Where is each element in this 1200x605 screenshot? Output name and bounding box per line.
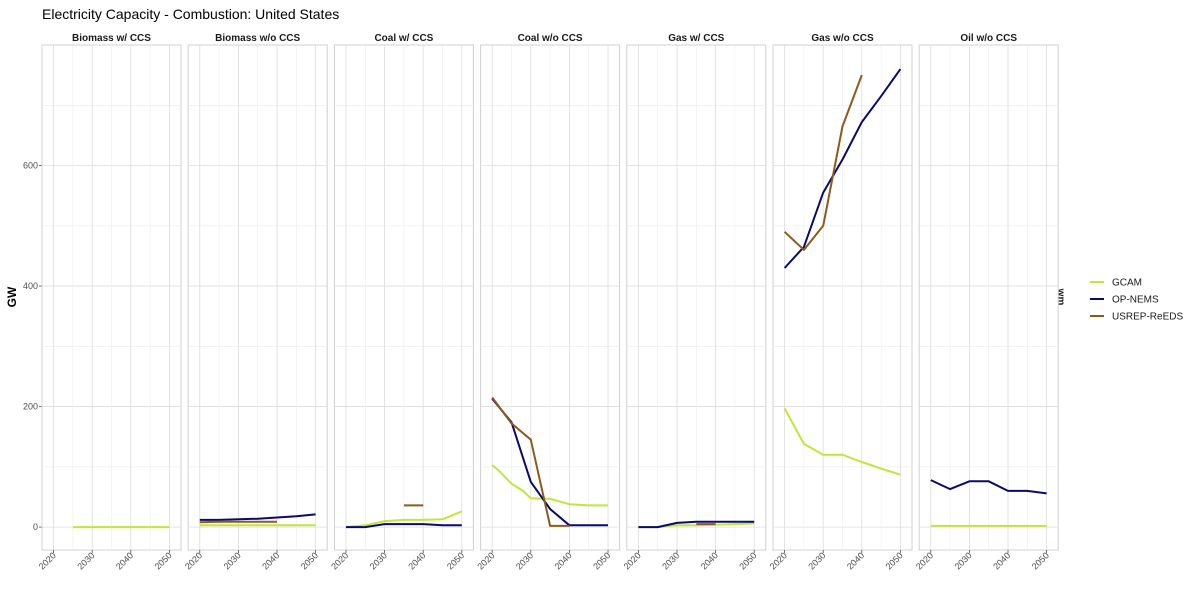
x-tick-label: 2030 xyxy=(953,550,974,571)
x-tick-label: 2020 xyxy=(622,550,643,571)
legend: GCAM OP-NEMS USREP-ReEDS xyxy=(1090,278,1183,323)
x-tick-label: 2050 xyxy=(299,550,320,571)
legend-label: GCAM xyxy=(1112,278,1142,289)
series-line-usrep-reeds xyxy=(491,396,570,527)
x-tick-label: 2020 xyxy=(475,550,496,571)
facet-strip-label: Gas w/ CCS xyxy=(668,33,724,44)
facet-strip-label: Biomass w/o CCS xyxy=(215,33,300,44)
y-axis-title: GW xyxy=(5,286,19,307)
y-tick-label: 400 xyxy=(23,281,38,291)
x-tick-label: 2050 xyxy=(1030,550,1051,571)
x-tick-label: 2030 xyxy=(75,550,96,571)
x-tick-label: 2040 xyxy=(260,550,281,571)
x-tick-label: 2040 xyxy=(991,550,1012,571)
x-tick-label: 2040 xyxy=(553,550,574,571)
chart-title: Electricity Capacity - Combustion: Unite… xyxy=(42,6,339,22)
facet-panel: Gas w/o CCS 2020 2030 2040 2050 xyxy=(768,33,913,572)
series-line-usrep-reeds xyxy=(199,520,277,524)
x-tick-label: 2050 xyxy=(153,550,174,571)
series-line-op-nems xyxy=(930,479,1047,495)
facet-strip-label: Oil w/o CCS xyxy=(960,33,1017,44)
x-tick-label: 2020 xyxy=(914,550,935,571)
x-tick-label: 2030 xyxy=(514,550,535,571)
facet-panel: Gas w/ CCS 2020 2030 2040 2050 xyxy=(622,33,767,572)
series-line-op-nems xyxy=(638,520,755,529)
series-line-op-nems xyxy=(346,523,462,529)
facet-strip-label: Biomass w/ CCS xyxy=(72,33,151,44)
facet-panel: Coal w/o CCS 2020 2030 2040 2050 xyxy=(475,33,621,572)
x-tick-label: 2050 xyxy=(445,550,466,571)
legend-label: OP-NEMS xyxy=(1112,295,1159,306)
series-line-gcam xyxy=(783,407,901,476)
facet-panel: Coal w/ CCS 2020 2030 2040 2050 xyxy=(329,33,474,572)
x-tick-label: 2030 xyxy=(806,550,827,571)
series-line-usrep-reeds xyxy=(783,74,863,251)
facet-panel: Biomass w/o CCS 2020 2030 2040 2050 xyxy=(183,33,328,572)
series-line-gcam xyxy=(345,510,463,529)
x-tick-label: 2040 xyxy=(845,550,866,571)
x-tick-label: 2030 xyxy=(660,550,681,571)
x-tick-label: 2020 xyxy=(329,550,350,571)
x-tick-label: 2040 xyxy=(406,550,427,571)
x-tick-label: 2040 xyxy=(699,550,720,571)
x-tick-label: 2040 xyxy=(114,550,135,571)
x-tick-label: 2050 xyxy=(591,550,612,571)
x-tick-label: 2030 xyxy=(368,550,389,571)
y-tick-label: 600 xyxy=(23,161,38,171)
x-tick-label: 2050 xyxy=(737,550,758,571)
y-tick-label: 0 xyxy=(33,522,38,532)
series-line-op-nems xyxy=(783,68,902,269)
facet-strip-label: Coal w/o CCS xyxy=(518,33,583,44)
y-tick-label: 200 xyxy=(23,402,38,412)
facet-panel: Biomass w/ CCS 2020 2030 2040 2050 xyxy=(37,33,182,572)
facet-panel: Oil w/o CCS 2020 2030 2040 2050 xyxy=(914,33,1059,572)
x-tick-label: 2030 xyxy=(222,550,243,571)
panels-layer: 0 200 400 600 Biomass w/ CCS 2020 2030 2040 2050… xyxy=(23,33,1059,572)
x-tick-label: 2050 xyxy=(884,550,905,571)
facet-strip-label: Gas w/o CCS xyxy=(811,33,874,44)
right-strip-label: wm xyxy=(1055,288,1066,306)
series-line-gcam xyxy=(491,464,608,507)
x-tick-label: 2020 xyxy=(183,550,204,571)
facet-strip-label: Coal w/ CCS xyxy=(374,33,433,44)
legend-label: USREP-ReEDS xyxy=(1112,312,1183,323)
x-tick-label: 2020 xyxy=(768,550,789,571)
x-tick-label: 2020 xyxy=(37,550,58,571)
series-line-op-nems xyxy=(199,513,316,521)
